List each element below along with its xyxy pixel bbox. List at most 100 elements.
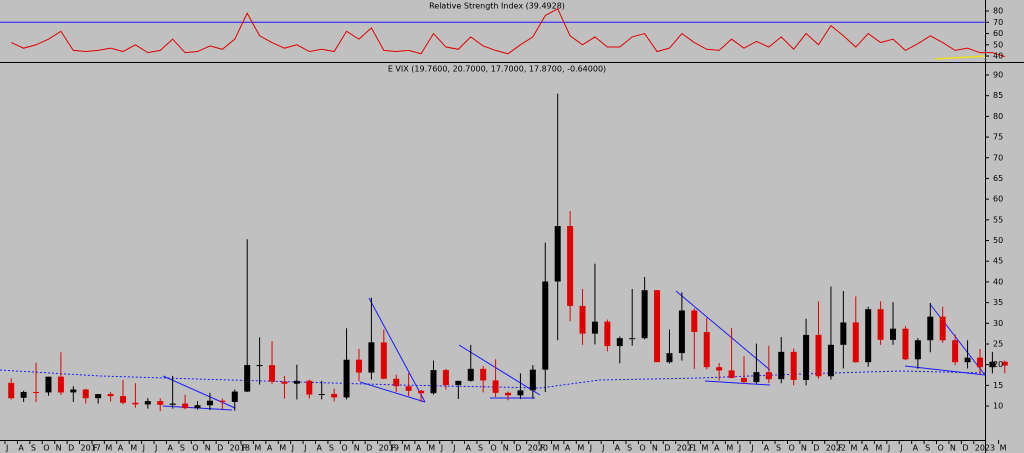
- candle-body: [691, 310, 698, 332]
- candle-body: [318, 394, 325, 396]
- x-tick-label: F: [93, 444, 98, 453]
- x-tick-label: S: [478, 444, 483, 453]
- candle-body: [467, 368, 474, 381]
- candle-body: [492, 380, 499, 393]
- candle-body: [666, 353, 673, 363]
- candle-body: [20, 391, 27, 398]
- candle-body: [157, 401, 164, 405]
- candle-body: [182, 403, 189, 409]
- x-tick-label: F: [838, 444, 843, 453]
- y-tick-label: 40: [993, 277, 1003, 286]
- x-tick-label: J: [589, 444, 592, 453]
- candle-body: [517, 390, 524, 396]
- x-tick-label: A: [167, 444, 173, 453]
- rsi-trendline: [934, 55, 986, 60]
- candle-body: [604, 321, 611, 347]
- x-tick-label: 2020: [528, 444, 548, 453]
- candle-body: [877, 309, 884, 340]
- x-tick-label: A: [565, 444, 571, 453]
- rsi-title: Relative Strength Index (39.4928): [429, 2, 565, 11]
- x-tick-label: M: [403, 444, 410, 453]
- x-tick-label: O: [341, 444, 347, 453]
- x-tick-label: N: [503, 444, 509, 453]
- candle-body: [355, 359, 362, 373]
- x-tick-label: F: [391, 444, 396, 453]
- x-tick-label: S: [776, 444, 781, 453]
- y-tick-label: 20: [993, 360, 1003, 369]
- candle-body: [927, 316, 934, 341]
- y-tick-label: 30: [993, 319, 1003, 328]
- candle-body: [529, 369, 536, 391]
- y-tick-label: 85: [993, 91, 1003, 100]
- candle-body: [194, 405, 201, 409]
- candle-body: [219, 400, 226, 402]
- x-tick-label: D: [664, 444, 670, 453]
- x-tick-label: J: [887, 444, 890, 453]
- trendline: [368, 297, 426, 403]
- candle-body: [1001, 361, 1008, 366]
- x-tick-label: J: [291, 444, 294, 453]
- x-tick-label: J: [154, 444, 157, 453]
- candle-body: [293, 380, 300, 384]
- candle-body: [542, 281, 549, 370]
- trendline: [359, 381, 426, 403]
- x-tick-label: J: [440, 444, 443, 453]
- x-tick-label: J: [5, 444, 8, 453]
- x-tick-label: N: [652, 444, 658, 453]
- candle-body: [132, 402, 139, 405]
- x-tick-label: M: [552, 444, 559, 453]
- trendline: [929, 303, 986, 376]
- candle-body: [231, 391, 238, 402]
- y-tick-label: 50: [993, 236, 1003, 245]
- x-tick-label: N: [950, 444, 956, 453]
- candle-body: [989, 361, 996, 368]
- x-tick-label: D: [217, 444, 223, 453]
- candle-body: [554, 226, 561, 282]
- candle-body: [728, 370, 735, 378]
- candle-body: [778, 351, 785, 380]
- candle-body: [45, 376, 52, 393]
- x-tick-label: F: [242, 444, 247, 453]
- candle-body: [33, 391, 40, 393]
- trendline: [704, 380, 771, 386]
- x-tick-label: A: [615, 444, 621, 453]
- x-tick-label: J: [601, 444, 604, 453]
- trendline: [458, 344, 541, 396]
- candle-body: [8, 382, 15, 399]
- y-tick-label: 70: [993, 153, 1003, 162]
- candle-body: [57, 376, 64, 393]
- candle-body: [393, 378, 400, 387]
- x-tick-label: 2023: [975, 444, 995, 453]
- candle-body: [505, 392, 512, 396]
- x-tick-label: N: [205, 444, 211, 453]
- x-tick-label: M: [1000, 444, 1007, 453]
- x-tick-label: N: [56, 444, 62, 453]
- y-tick-label: 60: [993, 195, 1003, 204]
- candle-body: [827, 344, 834, 377]
- x-tick-label: 2018: [230, 444, 250, 453]
- x-tick-label: J: [452, 444, 455, 453]
- y-tick-label: 40: [993, 52, 1003, 61]
- x-tick-label: D: [68, 444, 74, 453]
- x-tick-label: A: [863, 444, 869, 453]
- candle-body: [430, 370, 437, 394]
- x-tick-label: M: [428, 444, 435, 453]
- candle-body: [269, 365, 276, 382]
- y-tick-label: 65: [993, 174, 1003, 183]
- candle-body: [480, 368, 487, 381]
- candle-body: [281, 381, 288, 384]
- candle-body: [70, 389, 77, 393]
- candle-body: [567, 226, 574, 306]
- x-tick-label: M: [875, 444, 882, 453]
- candle-body: [455, 380, 462, 385]
- x-tick-label: A: [416, 444, 422, 453]
- x-tick-label: A: [118, 444, 124, 453]
- candle-body: [753, 372, 760, 383]
- candle-body: [306, 380, 313, 395]
- x-tick-label: N: [354, 444, 360, 453]
- x-tick-label: O: [788, 444, 794, 453]
- candle-body: [169, 403, 176, 405]
- candle-body: [952, 340, 959, 363]
- candle-body: [654, 290, 661, 363]
- y-tick-label: 70: [993, 18, 1003, 27]
